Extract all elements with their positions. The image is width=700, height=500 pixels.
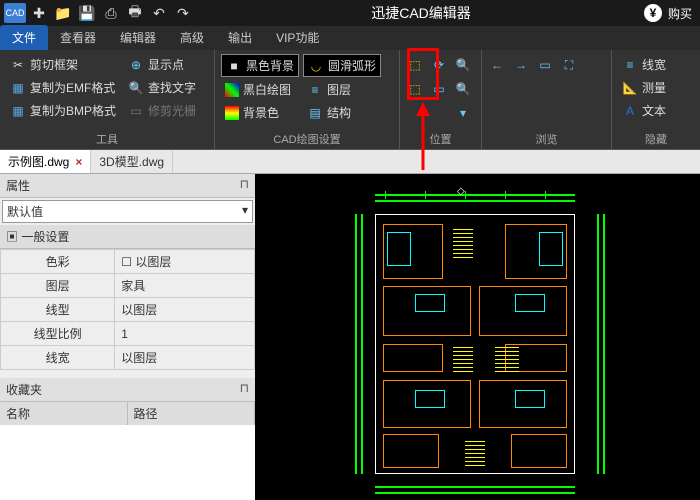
- struct-button[interactable]: ▤结构: [303, 102, 381, 123]
- close-icon[interactable]: ×: [75, 155, 82, 169]
- pin-icon[interactable]: ⊓: [240, 177, 249, 194]
- pos-icon-1[interactable]: ⬚: [406, 56, 424, 74]
- tab-viewer[interactable]: 查看器: [48, 25, 108, 50]
- redo-icon[interactable]: ↷: [172, 3, 194, 23]
- saveall-icon[interactable]: ⎙: [100, 3, 122, 23]
- group-label-tools: 工具: [6, 129, 208, 147]
- purchase-link[interactable]: 购买: [668, 5, 692, 22]
- ribbon-tabs: 文件 查看器 编辑器 高级 输出 VIP功能: [0, 26, 700, 50]
- pos-icon-3[interactable]: 🔍: [454, 56, 472, 74]
- pos-icon-6[interactable]: 🔍: [454, 80, 472, 98]
- pos-icon-5[interactable]: ▭: [430, 80, 448, 98]
- panel-title-props: 属性⊓: [0, 174, 255, 198]
- layer-icon: ≡: [307, 82, 323, 98]
- emf-icon: ▦: [10, 80, 26, 96]
- pos-icon-4[interactable]: ⬚: [406, 80, 424, 98]
- struct-icon: ▤: [307, 105, 323, 121]
- clip-icon: ▭: [128, 103, 144, 119]
- panel-title-fav: 收藏夹⊓: [0, 378, 255, 402]
- pos-icon-2[interactable]: ⟳: [430, 56, 448, 74]
- nav-left-icon[interactable]: ←: [488, 56, 506, 74]
- app-logo-icon: CAD: [4, 3, 26, 23]
- nav-right-icon[interactable]: →: [512, 56, 530, 74]
- clip-raster-button[interactable]: ▭修剪光栅: [124, 100, 200, 121]
- blackbg-icon: ■: [226, 58, 242, 74]
- pos-icon-9[interactable]: ▾: [454, 104, 472, 122]
- group-label-cad: CAD绘图设置: [221, 129, 393, 147]
- title-bar: CAD ✚ 📁 💾 ⎙ 🖶 ↶ ↷ 迅捷CAD编辑器 ¥ 购买: [0, 0, 700, 26]
- nav-rect-icon[interactable]: ▭: [536, 56, 554, 74]
- table-row[interactable]: 图层家具: [1, 274, 255, 298]
- group-label-browse: 浏览: [488, 129, 605, 147]
- tab-file[interactable]: 文件: [0, 25, 48, 50]
- tab-advanced[interactable]: 高级: [168, 25, 216, 50]
- scissors-icon: ✂: [10, 57, 26, 73]
- drawing-canvas[interactable]: ◇: [255, 174, 700, 500]
- bg-color-button[interactable]: 背景色: [221, 102, 299, 123]
- tab-output[interactable]: 输出: [216, 25, 264, 50]
- properties-panel: 属性⊓ 默认值▾ ▣ 一般设置 色彩☐ 以图层 图层家具 线型以图层 线型比例1…: [0, 174, 255, 500]
- tab-vip[interactable]: VIP功能: [264, 25, 331, 50]
- bmp-icon: ▦: [10, 103, 26, 119]
- open-icon[interactable]: 📁: [52, 3, 74, 23]
- undo-icon[interactable]: ↶: [148, 3, 170, 23]
- point-icon: ⊕: [128, 57, 144, 73]
- table-row[interactable]: 色彩☐ 以图层: [1, 250, 255, 274]
- default-dropdown[interactable]: 默认值▾: [2, 200, 253, 223]
- favorites-header: 名称路径: [0, 402, 255, 425]
- properties-table: 色彩☐ 以图层 图层家具 线型以图层 线型比例1 线宽以图层: [0, 249, 255, 370]
- show-point-button[interactable]: ⊕显示点: [124, 54, 200, 75]
- doctab-model[interactable]: 3D模型.dwg: [91, 150, 173, 173]
- table-row[interactable]: 线型以图层: [1, 298, 255, 322]
- bw-icon: [225, 83, 239, 97]
- chevron-down-icon: ▾: [242, 203, 248, 220]
- floorplan-drawing: [355, 194, 605, 494]
- copy-bmp-button[interactable]: ▦复制为BMP格式: [6, 100, 120, 121]
- pin-icon[interactable]: ⊓: [240, 381, 249, 398]
- text-button[interactable]: A文本: [618, 100, 670, 121]
- currency-icon[interactable]: ¥: [644, 4, 662, 22]
- doctab-sample[interactable]: 示例图.dwg×: [0, 150, 91, 173]
- clip-frame-button[interactable]: ✂剪切框架: [6, 54, 120, 75]
- search-icon: 🔍: [128, 80, 144, 96]
- text-icon: A: [622, 103, 638, 119]
- find-text-button[interactable]: 🔍查找文字: [124, 77, 200, 98]
- layer-button[interactable]: ≡图层: [303, 79, 381, 100]
- cursor-marker: ◇: [457, 186, 465, 197]
- group-label-hide: 隐藏: [618, 129, 694, 147]
- black-bg-button[interactable]: ■黑色背景: [221, 54, 299, 77]
- save-icon[interactable]: 💾: [76, 3, 98, 23]
- print-icon[interactable]: 🖶: [124, 3, 146, 23]
- copy-emf-button[interactable]: ▦复制为EMF格式: [6, 77, 120, 98]
- ribbon-toolbar: ✂剪切框架 ▦复制为EMF格式 ▦复制为BMP格式 ⊕显示点 🔍查找文字 ▭修剪…: [0, 50, 700, 150]
- group-label-position: 位置: [406, 129, 475, 147]
- table-row[interactable]: 线宽以图层: [1, 346, 255, 370]
- pos-icon-8[interactable]: [430, 104, 448, 122]
- bgcolor-icon: [225, 106, 239, 120]
- document-tabs: 示例图.dwg× 3D模型.dwg: [0, 150, 700, 174]
- pos-icon-7[interactable]: [406, 104, 424, 122]
- linewidth-button[interactable]: ≡线宽: [618, 54, 670, 75]
- group-general[interactable]: ▣ 一般设置: [0, 225, 255, 249]
- favorites-list: [0, 425, 255, 500]
- app-title: 迅捷CAD编辑器: [198, 3, 644, 23]
- linewidth-icon: ≡: [622, 57, 638, 73]
- smooth-arc-button[interactable]: ◡圆滑弧形: [303, 54, 381, 77]
- measure-button[interactable]: 📐测量: [618, 77, 670, 98]
- arc-icon: ◡: [308, 58, 324, 74]
- measure-icon: 📐: [622, 80, 638, 96]
- tab-editor[interactable]: 编辑器: [108, 25, 168, 50]
- bw-draw-button[interactable]: 黑白绘图: [221, 79, 299, 100]
- table-row[interactable]: 线型比例1: [1, 322, 255, 346]
- new-icon[interactable]: ✚: [28, 3, 50, 23]
- nav-fit-icon[interactable]: ⛶: [560, 56, 578, 74]
